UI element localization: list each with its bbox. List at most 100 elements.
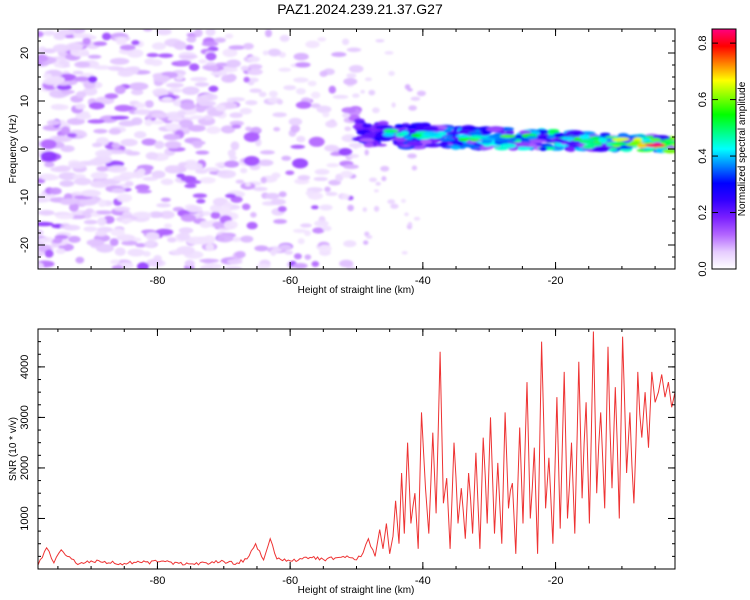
heatmap-cell [184, 183, 197, 189]
colorbar-tick-label: 0.4 [697, 148, 709, 163]
heatmap-cell [342, 112, 351, 118]
heatmap-cell [373, 205, 380, 212]
heatmap-cell [339, 259, 354, 268]
heatmap-cell [259, 150, 275, 155]
heatmap-cell [360, 89, 366, 94]
heatmap-cell [216, 234, 234, 243]
heatmap-cell [636, 143, 648, 149]
heatmap-cell [296, 135, 306, 143]
heatmap-cell [396, 140, 407, 146]
heatmap-cell [205, 52, 217, 61]
heatmap-cell [81, 189, 101, 197]
heatmap-cell [505, 129, 515, 136]
heatmap-cell [108, 128, 122, 135]
heatmap-cell [186, 36, 197, 43]
heatmap-cell [213, 37, 226, 43]
heatmap-cell [254, 245, 269, 252]
heatmap-cell [401, 198, 406, 203]
heatmap-cell [300, 223, 312, 228]
heatmap-cell [144, 100, 154, 108]
heatmap-cell [194, 82, 210, 87]
heatmap-cell [247, 68, 263, 76]
heatmap-cell [72, 174, 86, 179]
heatmap-cell [281, 155, 292, 161]
heatmap-cell [110, 259, 121, 265]
heatmap-cell [423, 131, 440, 137]
heatmap-cell [192, 140, 204, 147]
heatmap-cell [242, 43, 254, 50]
heatmap-cell [271, 172, 281, 179]
heatmap-cell [662, 148, 675, 154]
x-tick-label: -60 [282, 275, 298, 287]
heatmap-cell [343, 240, 357, 248]
heatmap-cell [66, 132, 78, 138]
x-tick-label: -40 [415, 575, 431, 587]
heatmap-cell [408, 105, 417, 111]
heatmap-cell [515, 146, 532, 151]
heatmap-cell [128, 82, 149, 91]
heatmap-cell [114, 104, 133, 112]
heatmap-cell [240, 235, 254, 243]
heatmap-cell [224, 160, 240, 168]
heatmap-cell [295, 62, 311, 68]
heatmap-cell [210, 71, 228, 77]
heatmap-cell [304, 230, 311, 237]
heatmap-cell [513, 142, 532, 146]
heatmap-cell [199, 177, 216, 184]
heatmap-cell [144, 118, 153, 127]
heatmap-cell [394, 124, 404, 129]
heatmap-cell [112, 175, 131, 182]
heatmap-cell [413, 216, 421, 221]
heatmap-cell [198, 59, 208, 64]
y-tick-label: -20 [19, 237, 31, 253]
heatmap-cell [60, 126, 71, 136]
heatmap-cell [257, 159, 274, 167]
heatmap-cell [240, 167, 248, 174]
y-tick-label: 0 [19, 146, 31, 152]
heatmap-cell [68, 235, 81, 243]
y-tick-label: 20 [19, 47, 31, 59]
heatmap-cell [178, 227, 194, 234]
heatmap-cell [243, 132, 260, 142]
heatmap-cell [469, 135, 483, 139]
heatmap-cell [381, 176, 387, 182]
heatmap-cell [190, 115, 205, 120]
heatmap-cell [88, 102, 105, 110]
heatmap-cell [249, 88, 262, 93]
heatmap-cell [270, 198, 286, 206]
heatmap-cell [322, 111, 330, 118]
heatmap-cell [277, 206, 287, 213]
heatmap-cell [352, 93, 360, 98]
heatmap-cell [325, 191, 338, 196]
heatmap-cell [109, 149, 126, 155]
heatmap-cell [58, 60, 71, 65]
heatmap-cell [244, 182, 252, 187]
heatmap-cell [119, 44, 136, 51]
heatmap-cell [566, 146, 576, 152]
heatmap-cell [539, 146, 548, 151]
heatmap-cell [111, 188, 126, 194]
heatmap-cell [416, 90, 426, 97]
spectrogram-x-axis: -80 -60 -40 -20 [57, 29, 656, 287]
heatmap-cell [502, 138, 517, 142]
heatmap-cell [364, 149, 369, 156]
heatmap-cell [455, 134, 470, 138]
heatmap-cell [44, 161, 55, 168]
heatmap-cell [224, 33, 234, 39]
heatmap-cell [194, 29, 203, 38]
heatmap-cell [310, 91, 321, 99]
heatmap-cell [210, 211, 221, 219]
heatmap-cell [346, 153, 360, 159]
heatmap-cell [72, 33, 92, 39]
heatmap-cell [278, 67, 292, 72]
heatmap-cell [115, 37, 127, 46]
heatmap-cell [180, 102, 196, 110]
heatmap-cell [63, 224, 81, 231]
heatmap-cell [154, 140, 165, 149]
heatmap-cell [499, 143, 517, 149]
heatmap-cell [290, 124, 301, 133]
heatmap-cell [224, 266, 242, 269]
heatmap-cell [151, 170, 166, 179]
heatmap-cell [156, 203, 171, 208]
heatmap-cell [87, 75, 98, 83]
